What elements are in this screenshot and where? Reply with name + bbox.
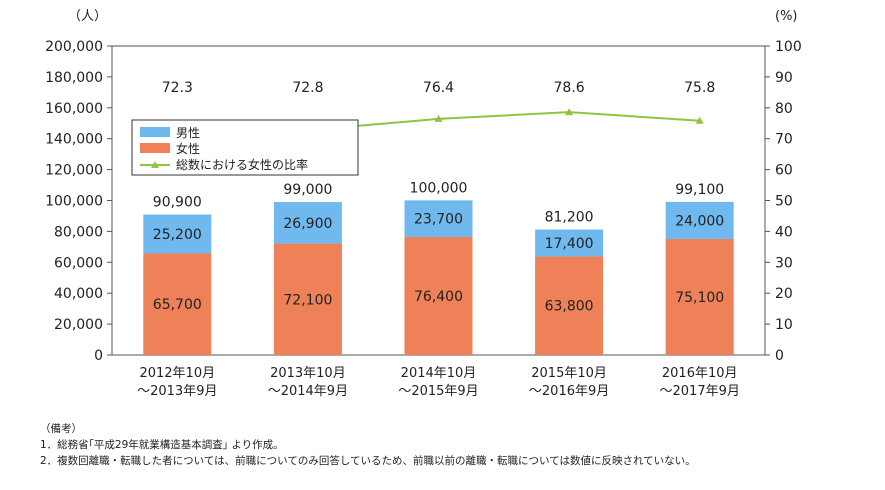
- bar-female-label: 65,700: [153, 297, 202, 313]
- y-tick-label: 60,000: [54, 255, 103, 271]
- ratio-point: [565, 108, 574, 116]
- y-axis-unit: （人）: [68, 9, 107, 24]
- x-tick-label-line2: ～2016年9月: [529, 384, 609, 399]
- x-tick-label-line2: ～2014年9月: [268, 384, 348, 399]
- bar-total-label: 99,000: [283, 182, 332, 198]
- bar-male: [143, 214, 212, 254]
- x-tick-label: 2012年10月: [139, 366, 215, 381]
- ratio-label: 78.6: [554, 80, 585, 96]
- legend-label-ratio: 総数における女性の比率: [176, 157, 308, 172]
- ratio-label: 75.8: [684, 80, 715, 96]
- y-tick-label: 20,000: [54, 317, 103, 333]
- y-tick-label: 200,000: [45, 39, 103, 55]
- bar-male: [535, 229, 604, 257]
- bar-female-label: 72,100: [283, 292, 332, 308]
- y2-tick-label: 0: [775, 348, 784, 364]
- x-tick-label-line2: ～2017年9月: [660, 384, 740, 399]
- y2-tick-label: 90: [775, 70, 793, 86]
- legend-swatch-male: [140, 127, 170, 137]
- bar-total-label: 90,900: [153, 195, 202, 211]
- y2-tick-label: 50: [775, 194, 793, 210]
- x-tick-label-line2: ～2013年9月: [137, 384, 217, 399]
- bar-total-label: 100,000: [410, 180, 468, 196]
- note-item-2: 2．複数回離職・転職した者については、前職についてのみ回答しているため、前職以前…: [40, 455, 696, 467]
- bar-female: [665, 238, 734, 355]
- y-tick-label: 120,000: [45, 163, 103, 179]
- ratio-label: 72.3: [162, 80, 193, 96]
- ratio-point: [434, 114, 443, 122]
- bar-male: [665, 201, 734, 239]
- y2-tick-label: 60: [775, 163, 793, 179]
- legend-swatch-ratio-marker: [151, 161, 159, 168]
- x-tick-label: 2015年10月: [531, 366, 607, 381]
- y-tick-label: 180,000: [45, 70, 103, 86]
- y2-tick-label: 100: [775, 39, 802, 55]
- bar-male-label: 17,400: [545, 236, 594, 252]
- bar-female: [143, 253, 212, 355]
- note-item-1: 1．総務省｢平成29年就業構造基本調査｣ より作成。: [40, 439, 284, 451]
- notes: （備考） 1．総務省｢平成29年就業構造基本調査｣ より作成。 2．複数回離職・…: [40, 421, 696, 469]
- ratio-point: [695, 116, 704, 124]
- x-tick-label-line2: ～2015年9月: [398, 384, 478, 399]
- y2-tick-label: 40: [775, 224, 793, 240]
- bar-male-label: 25,200: [153, 227, 202, 243]
- bar-female: [404, 236, 473, 355]
- legend-label-female: 女性: [176, 141, 200, 156]
- notes-heading: （備考）: [40, 423, 82, 435]
- legend-swatch-female: [140, 143, 170, 153]
- x-tick-label: 2014年10月: [401, 366, 477, 381]
- y2-tick-label: 80: [775, 101, 793, 117]
- y2-tick-label: 70: [775, 132, 793, 148]
- y-tick-label: 100,000: [45, 194, 103, 210]
- legend-label-male: 男性: [176, 126, 200, 140]
- y-tick-label: 0: [94, 348, 103, 364]
- bar-female-label: 76,400: [414, 289, 463, 305]
- bar-male: [404, 200, 473, 237]
- bar-female-label: 63,800: [545, 299, 594, 315]
- bar-male: [273, 202, 342, 244]
- x-tick-label: 2016年10月: [662, 366, 738, 381]
- bar-male-label: 23,700: [414, 212, 463, 228]
- bar-male-label: 26,900: [283, 216, 332, 232]
- chart: 0 20,000 40,000 60,000 80,000 100,000 120,000 1…: [45, 9, 802, 399]
- bar-female: [273, 243, 342, 355]
- y2-tick-label: 10: [775, 317, 793, 333]
- y-tick-label: 40,000: [54, 286, 103, 302]
- bar-total-label: 99,100: [675, 182, 724, 198]
- y2-tick-label: 20: [775, 286, 793, 302]
- ratio-label: 72.8: [292, 80, 323, 96]
- bar-female-label: 75,100: [675, 290, 724, 306]
- y-tick-label: 160,000: [45, 101, 103, 117]
- y-tick-label: 140,000: [45, 132, 103, 148]
- y2-tick-label: 30: [775, 255, 793, 271]
- bar-male-label: 24,000: [675, 213, 724, 229]
- y2-axis-unit: (%): [775, 9, 798, 24]
- x-tick-label: 2013年10月: [270, 366, 346, 381]
- y-tick-label: 80,000: [54, 224, 103, 240]
- ratio-label: 76.4: [423, 80, 454, 96]
- bar-total-label: 81,200: [545, 210, 594, 226]
- bar-female: [535, 256, 604, 355]
